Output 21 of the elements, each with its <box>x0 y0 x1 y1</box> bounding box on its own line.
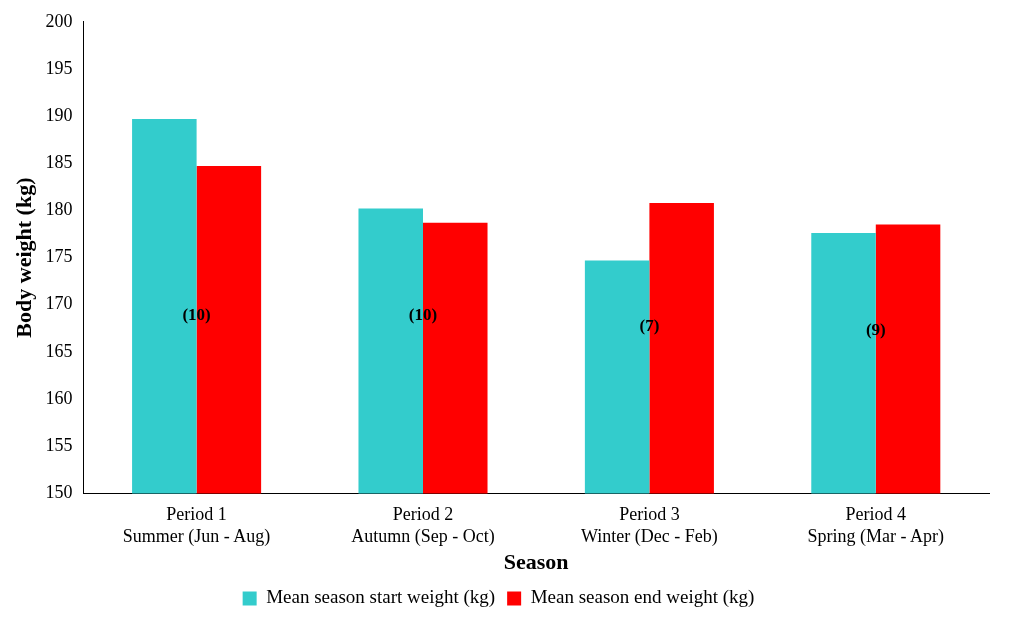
y-tick-label: 165 <box>45 340 73 361</box>
x-tick-label: Period 1 Summer (Jun - Aug) <box>122 503 271 547</box>
x-tick-label: Period 4 Spring (Mar - Apr) <box>807 503 945 547</box>
annotation: (10) <box>408 305 438 325</box>
y-axis-title: Body weight (kg) <box>10 177 36 338</box>
y-tick-label: 170 <box>45 293 73 314</box>
y-tick-label: 175 <box>45 246 73 267</box>
x-tick-label: Period 2 Autumn (Sep - Oct) <box>351 503 495 547</box>
y-tick-label: 185 <box>45 152 73 173</box>
x-tick-label: Period 3 Winter (Dec - Feb) <box>581 503 718 547</box>
legend-label: Mean season end weight (kg) <box>530 586 755 609</box>
y-tick-label: 180 <box>45 199 73 220</box>
y-tick-label: 155 <box>45 434 73 455</box>
y-tick-label: 160 <box>45 387 73 408</box>
y-tick-label: 190 <box>45 104 73 125</box>
annotation: (7) <box>639 315 660 335</box>
x-axis-title: Season <box>503 549 569 575</box>
y-tick-label: 195 <box>45 57 73 78</box>
legend-label: Mean season start weight (kg) <box>266 586 496 609</box>
y-tick-label: 200 <box>45 10 73 31</box>
y-tick-label: 150 <box>45 482 73 503</box>
